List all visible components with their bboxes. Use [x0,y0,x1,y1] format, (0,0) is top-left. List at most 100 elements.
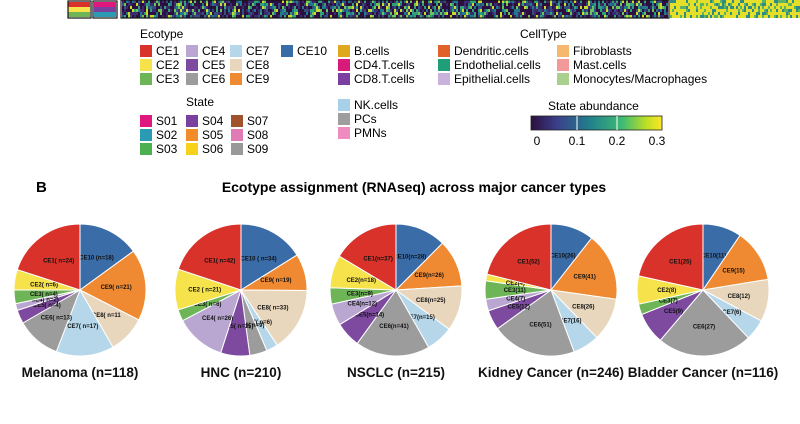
heatmap-cell [448,12,450,15]
heatmap-cell [742,12,744,15]
heatmap-cell [180,3,182,6]
heatmap-cell [308,9,310,12]
heatmap-cell [376,0,378,3]
heatmap-cell [618,6,620,9]
legend-label-ce7: CE7 [246,44,270,58]
heatmap-cell [500,6,502,9]
heatmap-cell [598,0,600,3]
heatmap-cell [576,15,578,18]
heatmap-cell [344,15,346,18]
heatmap-cell [486,3,488,6]
heatmap-cell [650,15,652,18]
heatmap-cell [546,3,548,6]
heatmap-cell [566,15,568,18]
heatmap-cell [400,12,402,15]
heatmap-cell [756,9,758,12]
heatmap-cell [188,12,190,15]
heatmap-cell [462,12,464,15]
pie-chart: CE10(n=28)CE9(n=26)CE8(n=25)CE7(n=15)CE6… [329,223,463,380]
heatmap-cell [400,9,402,12]
heatmap-cell [342,6,344,9]
heatmap-cell [246,12,248,15]
pie-slice-label: CE5(9) [664,309,683,315]
heatmap-cell [694,6,696,9]
heatmap-cell [710,6,712,9]
pie-slice-label: CE10(11) [701,253,726,259]
heatmap-cell [662,0,664,3]
heatmap-cell [272,12,274,15]
heatmap-cell [400,15,402,18]
heatmap-cell [232,0,234,3]
heatmap-cell [346,6,348,9]
heatmap-cell [496,15,498,18]
heatmap-cell [572,6,574,9]
heatmap-cell [324,15,326,18]
heatmap-cell [288,6,290,9]
heatmap-cell [328,0,330,3]
heatmap-cell [244,0,246,3]
heatmap-cell [626,9,628,12]
heatmap-cell [726,0,728,3]
heatmap-cell [334,15,336,18]
heatmap-cell [318,6,320,9]
heatmap-cell [704,3,706,6]
heatmap-cell [396,6,398,9]
heatmap-cell [460,15,462,18]
heatmap-cell [628,6,630,9]
heatmap-cell [444,3,446,6]
heatmap-cell [162,15,164,18]
heatmap-cell [504,9,506,12]
heatmap-cell [236,6,238,9]
heatmap-cell [616,6,618,9]
heatmap-cell [556,15,558,18]
heatmap-cell [544,6,546,9]
heatmap-cell [716,12,718,15]
heatmap-cell [680,0,682,3]
heatmap-cell [352,12,354,15]
legend-swatch-ce7 [230,45,242,57]
heatmap-cell [266,12,268,15]
heatmap-cell [582,0,584,3]
heatmap-cell [560,9,562,12]
heatmap-cell [774,9,776,12]
heatmap-cell [506,15,508,18]
heatmap-cell [354,0,356,3]
heatmap-cell [576,9,578,12]
heatmap-cell [254,15,256,18]
heatmap-cell [482,12,484,15]
heatmap-cell [198,12,200,15]
heatmap-cell [608,15,610,18]
heatmap-cell [702,3,704,6]
heatmap-cell [612,15,614,18]
heatmap-cell [204,9,206,12]
heatmap-cell [648,15,650,18]
heatmap-cell [538,3,540,6]
heatmap-cell [204,3,206,6]
heatmap-cell [504,15,506,18]
heatmap-cell [348,9,350,12]
heatmap-cell [160,12,162,15]
heatmap-cell [152,9,154,12]
heatmap-cell [798,15,800,18]
heatmap-cell [328,12,330,15]
heatmap-cell [346,12,348,15]
heatmap-cell [622,0,624,3]
heatmap-cell [524,12,526,15]
heatmap-cell [438,12,440,15]
heatmap-cell [456,6,458,9]
heatmap-cell [788,6,790,9]
heatmap-cell [762,0,764,3]
heatmap-cell [488,6,490,9]
heatmap-cell [640,15,642,18]
heatmap-cell [192,6,194,9]
heatmap-cell [260,0,262,3]
heatmap-cell [422,6,424,9]
heatmap-cell [466,15,468,18]
heatmap-cell [624,6,626,9]
heatmap-cell [218,15,220,18]
heatmap-cell [452,3,454,6]
heatmap-cell [128,3,130,6]
heatmap-cell [126,12,128,15]
heatmap-cell [234,12,236,15]
heatmap-cell [510,0,512,3]
